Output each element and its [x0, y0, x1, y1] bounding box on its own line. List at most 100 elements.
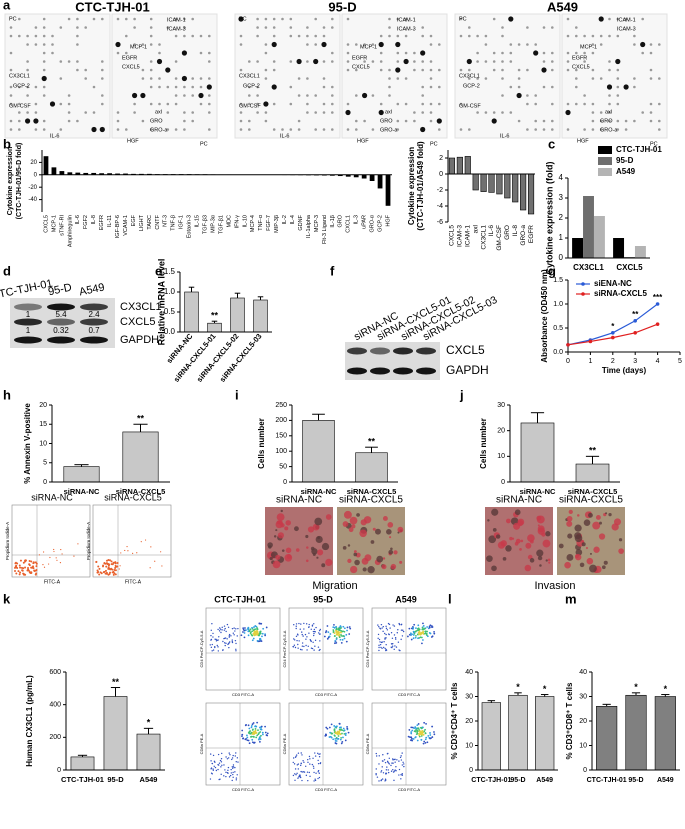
- cell: [350, 565, 358, 574]
- band-ratio: 5.4: [55, 310, 67, 319]
- flow-event: [264, 725, 266, 728]
- flow-event: [416, 731, 419, 734]
- flow-event: [379, 641, 381, 643]
- array-spot: [599, 43, 603, 46]
- array-spot: [158, 85, 161, 89]
- x-tick-label: MCP-1: [51, 215, 57, 232]
- flow-event: [264, 634, 267, 637]
- array-spot: [306, 26, 309, 29]
- array-spot: [238, 16, 244, 22]
- array-spot: [322, 34, 326, 38]
- array-spot: [239, 102, 243, 106]
- cell: [566, 554, 574, 561]
- flow-event: [340, 737, 343, 739]
- cell: [312, 523, 320, 531]
- flow-event: [305, 644, 307, 647]
- array-spot: [429, 119, 433, 123]
- flow-event: [318, 756, 321, 758]
- y-tick-label: 10: [465, 742, 473, 749]
- flow-event: [48, 563, 50, 565]
- flow-event: [226, 638, 228, 640]
- array-spot: [583, 94, 586, 97]
- flow-event: [234, 771, 236, 773]
- bar: [520, 422, 555, 483]
- array-spot: [355, 68, 358, 72]
- flow-event: [211, 762, 214, 765]
- array-spot: [591, 119, 595, 123]
- flow-event: [410, 731, 413, 733]
- array-spot: [421, 102, 425, 106]
- flow-header: 95-D: [313, 594, 333, 604]
- flow-event: [247, 630, 250, 633]
- bar: [535, 696, 555, 771]
- flow-event: [381, 641, 383, 643]
- y-tick-label: 1.0: [553, 301, 563, 308]
- array-spot: [501, 51, 504, 55]
- bar: [67, 172, 73, 175]
- array-spot: [191, 85, 194, 89]
- array-spot: [362, 92, 368, 99]
- array-spot: [76, 68, 79, 72]
- flow-event: [342, 630, 344, 633]
- band-ratio: 0.7: [88, 326, 100, 335]
- array-spot: [534, 102, 537, 106]
- array-spot: [468, 68, 471, 72]
- flow-event: [127, 550, 129, 552]
- array-spot: [378, 109, 384, 116]
- array-spot: [616, 68, 620, 72]
- panel-letter: g: [548, 263, 556, 278]
- cell: [272, 560, 281, 569]
- flow-event: [257, 729, 259, 732]
- flow-event: [328, 726, 331, 729]
- array-spot: [133, 111, 136, 114]
- flow-event: [381, 627, 383, 629]
- array-spot: [306, 77, 309, 80]
- flow-event: [227, 769, 229, 772]
- array-spot: [534, 94, 537, 97]
- flow-event: [220, 761, 223, 763]
- flow-event: [395, 646, 398, 648]
- array-spot: [404, 102, 408, 106]
- flow-event: [423, 721, 426, 724]
- flow-event: [59, 562, 62, 564]
- flow-event: [388, 763, 391, 765]
- flow-event: [140, 541, 142, 543]
- blot-band: [347, 367, 367, 375]
- array-spot: [551, 26, 554, 29]
- y-tick-label: 0.0: [164, 327, 176, 336]
- flow-event: [265, 626, 268, 629]
- flow-event: [248, 742, 251, 745]
- cell: [390, 547, 393, 551]
- flow-event: [247, 634, 250, 637]
- array-spot: [649, 102, 653, 106]
- y-tick-label: 0: [469, 767, 473, 774]
- cell: [359, 529, 367, 538]
- x-tick-label: A549: [536, 777, 553, 784]
- flow-event: [318, 772, 320, 774]
- flow-event: [255, 736, 258, 739]
- flow-event: [340, 742, 343, 745]
- flow-event: [335, 638, 338, 641]
- array-spot: [306, 111, 309, 114]
- array-spot: [413, 51, 416, 55]
- bar: [572, 238, 584, 258]
- flow-event: [217, 763, 219, 766]
- flow-event: [324, 735, 327, 737]
- array-spot: [363, 43, 366, 46]
- flow-event: [242, 737, 244, 740]
- flow-event: [218, 636, 220, 638]
- x-tick-label: CXCL1: [346, 215, 352, 233]
- x-tick-label: siRNA-NC: [64, 487, 100, 496]
- flow-event: [379, 628, 382, 630]
- flow-event: [313, 623, 315, 625]
- flow-event: [324, 631, 327, 634]
- flow-event: [261, 635, 263, 638]
- legend-marker: [581, 282, 585, 286]
- flow-event: [235, 642, 237, 645]
- flow-event: [312, 634, 315, 637]
- flow-event: [385, 779, 387, 781]
- array-spot: [67, 17, 71, 21]
- flow-event: [298, 774, 301, 776]
- array-spot: [42, 34, 46, 38]
- flow-event: [338, 636, 341, 639]
